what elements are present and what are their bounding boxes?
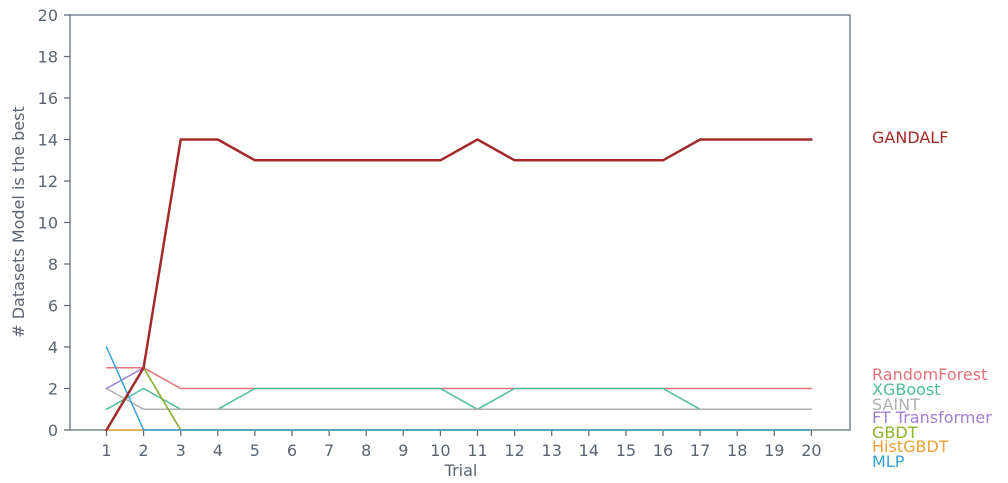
series-line-randomforest <box>105 367 813 390</box>
x-tick-label: 9 <box>398 441 408 460</box>
series-label-randomforest: RandomForest <box>872 365 987 384</box>
series-label-xgboost: XGBoost <box>872 380 941 399</box>
y-tick-label: 8 <box>48 255 58 274</box>
series-line-gandalf <box>105 138 813 432</box>
series-lines <box>105 138 813 432</box>
series-line-saint <box>105 387 813 411</box>
x-tick-label: 16 <box>653 441 673 460</box>
y-tick-label: 10 <box>38 214 58 233</box>
x-tick-label: 17 <box>690 441 710 460</box>
x-tick-label: 20 <box>801 441 821 460</box>
y-tick-label: 6 <box>48 297 58 316</box>
x-tick-label: 11 <box>467 441 487 460</box>
y-tick-label: 14 <box>38 131 58 150</box>
x-tick-label: 15 <box>616 441 636 460</box>
x-tick-label: 19 <box>764 441 784 460</box>
y-tick-label: 18 <box>38 48 58 67</box>
x-axis-title: Trial <box>444 461 478 480</box>
x-tick-label: 14 <box>579 441 599 460</box>
x-tick-label: 18 <box>727 441 747 460</box>
x-tick-label: 13 <box>542 441 562 460</box>
y-axis-title: # Datasets Model is the best <box>9 106 28 338</box>
x-tick-label: 6 <box>287 441 297 460</box>
y-tick-label: 4 <box>48 338 58 357</box>
x-tick-label: 5 <box>250 441 260 460</box>
x-tick-label: 4 <box>213 441 223 460</box>
series-line-mlp <box>105 346 813 431</box>
series-label-gandalf: GANDALF <box>872 128 948 147</box>
series-label-ft-transformer: FT Transformer <box>872 408 992 427</box>
x-tick-label: 12 <box>504 441 524 460</box>
x-tick-label: 10 <box>430 441 450 460</box>
x-tick-label: 3 <box>176 441 186 460</box>
series-label-gbdt: GBDT <box>872 423 918 442</box>
series-label-mlp: MLP <box>872 452 905 471</box>
x-tick-label: 1 <box>101 441 111 460</box>
x-tick-label: 8 <box>361 441 371 460</box>
y-tick-label: 0 <box>48 421 58 440</box>
y-tick-label: 2 <box>48 380 58 399</box>
series-label-saint: SAINT <box>872 395 920 414</box>
y-tick-label: 12 <box>38 172 58 191</box>
series-label-histgbdt: HistGBDT <box>872 437 949 456</box>
plot-frame <box>69 14 851 431</box>
x-tick-label: 2 <box>139 441 149 460</box>
y-tick-label: 16 <box>38 89 58 108</box>
y-tick-label: 20 <box>38 6 58 25</box>
x-tick-label: 7 <box>324 441 334 460</box>
series-line-xgboost <box>105 387 813 411</box>
